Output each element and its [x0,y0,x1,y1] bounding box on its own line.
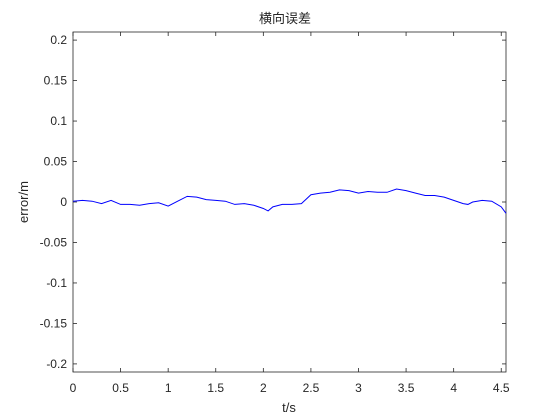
y-axis-label: error/m [16,181,31,223]
x-tick-label: 1.5 [207,381,224,395]
x-axis-label: t/s [282,400,296,415]
chart-title: 横向误差 [259,11,311,27]
y-axis: -0.2 -0.15 -0.1 -0.05 0 0.05 0.1 0.15 0.2 [40,33,506,371]
x-tick-label: 4.5 [493,381,510,395]
y-tick-label: -0.2 [46,357,67,371]
y-tick-label: 0.05 [44,155,68,169]
y-tick-label: 0 [60,195,67,209]
x-tick-label: 1 [165,381,172,395]
x-tick-label: 0 [70,381,77,395]
x-tick-label: 2 [260,381,267,395]
y-tick-label: 0.1 [50,114,67,128]
plot-area [72,31,507,373]
y-tick-label: -0.05 [40,235,68,249]
y-tick-label: -0.15 [40,316,68,330]
y-tick-label: -0.1 [46,276,67,290]
series-line [72,188,507,214]
x-tick-label: 3 [355,381,362,395]
y-tick-label: 0.2 [50,33,67,47]
x-axis: 0 0.5 1 1.5 2 2.5 3 3.5 4 4.5 [70,32,510,395]
x-tick-label: 0.5 [112,381,129,395]
x-tick-label: 2.5 [303,381,320,395]
x-tick-label: 3.5 [398,381,415,395]
x-tick-label: 4 [450,381,457,395]
y-tick-label: 0.15 [44,74,68,88]
